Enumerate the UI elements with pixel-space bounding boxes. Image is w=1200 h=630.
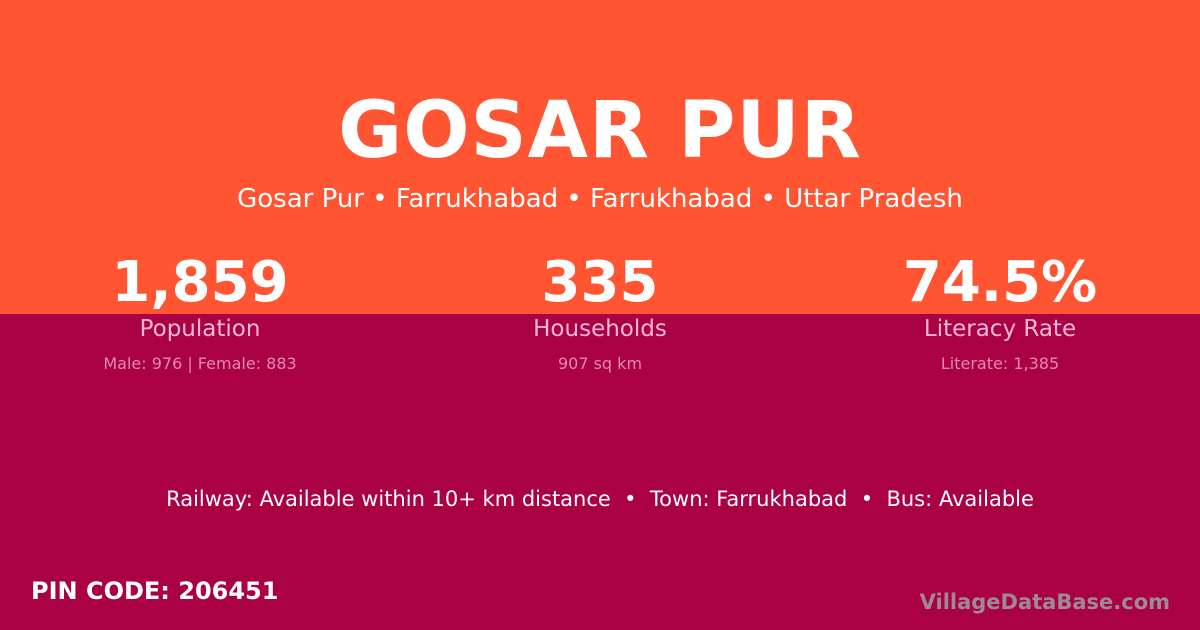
village-title: GOSAR PUR [338,86,862,176]
stat-value: 1,859 [111,250,289,315]
stat-value: 335 [541,250,659,315]
stat-detail: Literate: 1,385 [940,354,1060,373]
pin-code: PIN CODE: 206451 [31,577,279,605]
stat-label: Households [533,316,667,342]
stat-label: Literacy Rate [923,316,1077,342]
stat-value: 74.5% [902,250,1098,315]
access-info: Railway: Available within 10+ km distanc… [166,487,1034,511]
location-breadcrumb: Gosar Pur • Farrukhabad • Farrukhabad • … [237,184,963,214]
header-band [0,0,1200,314]
stat-detail: 907 sq km [557,354,643,373]
stat-label: Population [139,316,261,342]
stat-detail: Male: 976 | Female: 883 [103,354,297,373]
brand-watermark: VillageDataBase.com [919,590,1170,614]
